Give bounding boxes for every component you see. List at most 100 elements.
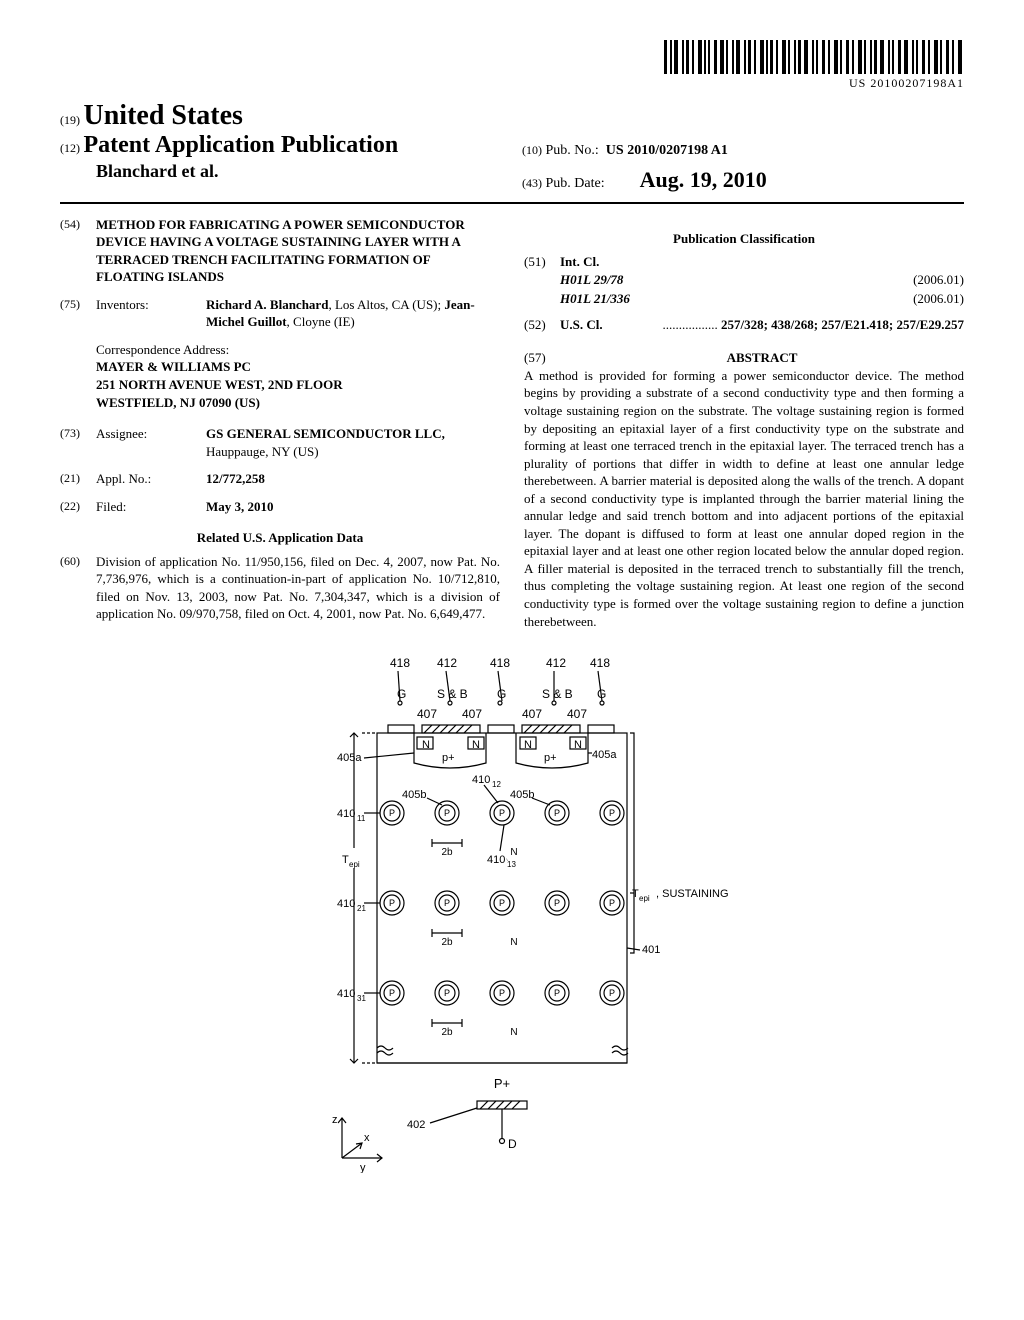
header: (19) United States (12) Patent Applicati… bbox=[60, 100, 964, 198]
filed-date: May 3, 2010 bbox=[206, 498, 500, 516]
svg-text:405b: 405b bbox=[510, 789, 534, 801]
uscl-label: U.S. Cl. bbox=[560, 316, 603, 334]
divider bbox=[60, 202, 964, 204]
svg-text:405b: 405b bbox=[402, 789, 426, 801]
svg-text:405a: 405a bbox=[337, 752, 362, 764]
svg-text:410: 410 bbox=[337, 898, 355, 910]
svg-text:y: y bbox=[360, 1162, 366, 1173]
svg-text:2b: 2b bbox=[441, 937, 453, 948]
svg-text:P: P bbox=[499, 988, 505, 998]
svg-text:418: 418 bbox=[390, 656, 410, 670]
appl-no: 12/772,258 bbox=[206, 470, 500, 488]
abstract-code: (57) bbox=[524, 349, 560, 367]
barcode-number: US 20100207198A1 bbox=[664, 76, 964, 91]
svg-text:407: 407 bbox=[567, 707, 587, 721]
svg-text:412: 412 bbox=[437, 656, 457, 670]
doc-type: Patent Application Publication bbox=[84, 132, 399, 158]
correspondence: Correspondence Address: MAYER & WILLIAMS… bbox=[96, 341, 500, 411]
svg-text:P+: P+ bbox=[494, 1076, 510, 1091]
uscl-values: 257/328; 438/268; 257/E21.418; 257/E29.2… bbox=[721, 317, 964, 332]
pub-no: US 2010/0207198 A1 bbox=[606, 143, 728, 158]
svg-text:P: P bbox=[609, 898, 615, 908]
svg-text:405a: 405a bbox=[592, 749, 617, 761]
svg-text:2b: 2b bbox=[441, 847, 453, 858]
svg-text:P: P bbox=[554, 988, 560, 998]
svg-text:p+: p+ bbox=[442, 752, 455, 764]
svg-text:T: T bbox=[632, 888, 639, 900]
svg-text:407: 407 bbox=[522, 707, 542, 721]
svg-text:410: 410 bbox=[472, 774, 490, 786]
svg-text:21: 21 bbox=[357, 904, 366, 913]
svg-text:N: N bbox=[510, 847, 517, 858]
svg-text:418: 418 bbox=[490, 656, 510, 670]
abstract-text: A method is provided for forming a power… bbox=[524, 367, 964, 630]
correspondence-2: 251 NORTH AVENUE WEST, 2ND FLOOR bbox=[96, 376, 500, 394]
svg-text:p+: p+ bbox=[544, 752, 557, 764]
authors: Blanchard et al. bbox=[60, 161, 502, 182]
svg-text:410: 410 bbox=[337, 808, 355, 820]
svg-text:P: P bbox=[389, 808, 395, 818]
intcl-0-code: H01L 29/78 bbox=[560, 271, 623, 289]
assignee-code: (73) bbox=[60, 425, 96, 460]
svg-text:P: P bbox=[499, 898, 505, 908]
barcode-graphic: US 20100207198A1 bbox=[664, 40, 964, 91]
pub-no-label: Pub. No.: bbox=[546, 143, 599, 158]
pub-date-label: Pub. Date: bbox=[546, 176, 605, 191]
svg-text:, SUSTAINING: , SUSTAINING bbox=[656, 888, 729, 900]
country: United States bbox=[84, 100, 243, 131]
svg-text:P: P bbox=[554, 898, 560, 908]
intcl-1-code: H01L 21/336 bbox=[560, 290, 630, 308]
svg-text:epi: epi bbox=[349, 860, 360, 869]
inventor-1: Richard A. Blanchard bbox=[206, 297, 328, 312]
uscl-dots: ................. bbox=[662, 317, 717, 332]
svg-text:P: P bbox=[444, 988, 450, 998]
inventors-label: Inventors: bbox=[96, 296, 206, 331]
svg-text:x: x bbox=[364, 1132, 370, 1144]
pub-no-code: (10) bbox=[522, 143, 542, 157]
svg-text:G: G bbox=[397, 687, 406, 701]
svg-text:P: P bbox=[609, 808, 615, 818]
svg-text:11: 11 bbox=[357, 814, 366, 823]
assignee-name: GS GENERAL SEMICONDUCTOR LLC, bbox=[206, 426, 445, 441]
svg-text:P: P bbox=[444, 898, 450, 908]
svg-text:N: N bbox=[510, 1027, 517, 1038]
barcode-block: US 20100207198A1 bbox=[60, 40, 964, 92]
filed-label: Filed: bbox=[96, 498, 206, 516]
svg-text:31: 31 bbox=[357, 994, 366, 1003]
country-code: (19) bbox=[60, 113, 80, 127]
svg-text:410: 410 bbox=[487, 854, 505, 866]
invention-title: METHOD FOR FABRICATING A POWER SEMICONDU… bbox=[96, 216, 500, 286]
classif-header: Publication Classification bbox=[524, 230, 964, 248]
svg-text:P: P bbox=[499, 808, 505, 818]
assignee-label: Assignee: bbox=[96, 425, 206, 460]
patent-figure: 418412 418412418 GS & B GS & BG 407407 4… bbox=[60, 653, 964, 1178]
related-code: (60) bbox=[60, 553, 96, 623]
svg-text:S & B: S & B bbox=[437, 687, 468, 701]
left-column: (54) METHOD FOR FABRICATING A POWER SEMI… bbox=[60, 216, 500, 633]
svg-text:epi: epi bbox=[639, 894, 650, 903]
svg-text:P: P bbox=[554, 808, 560, 818]
svg-text:P: P bbox=[609, 988, 615, 998]
correspondence-3: WESTFIELD, NJ 07090 (US) bbox=[96, 394, 500, 412]
inventors-code: (75) bbox=[60, 296, 96, 331]
filed-code: (22) bbox=[60, 498, 96, 516]
svg-text:z: z bbox=[332, 1114, 338, 1126]
svg-text:407: 407 bbox=[417, 707, 437, 721]
svg-text:2b: 2b bbox=[441, 1027, 453, 1038]
related-text: Division of application No. 11/950,156, … bbox=[96, 553, 500, 623]
intcl-0-year: (2006.01) bbox=[913, 271, 964, 289]
svg-text:P: P bbox=[389, 988, 395, 998]
appl-code: (21) bbox=[60, 470, 96, 488]
appl-label: Appl. No.: bbox=[96, 470, 206, 488]
title-code: (54) bbox=[60, 216, 96, 286]
svg-text:401: 401 bbox=[642, 944, 660, 956]
svg-text:407: 407 bbox=[462, 707, 482, 721]
svg-text:D: D bbox=[508, 1137, 517, 1151]
svg-text:402: 402 bbox=[407, 1119, 425, 1131]
svg-text:P: P bbox=[389, 898, 395, 908]
doc-type-code: (12) bbox=[60, 141, 80, 155]
svg-text:12: 12 bbox=[492, 780, 501, 789]
svg-text:412: 412 bbox=[546, 656, 566, 670]
svg-text:13: 13 bbox=[507, 860, 516, 869]
correspondence-label: Correspondence Address: bbox=[96, 341, 500, 359]
